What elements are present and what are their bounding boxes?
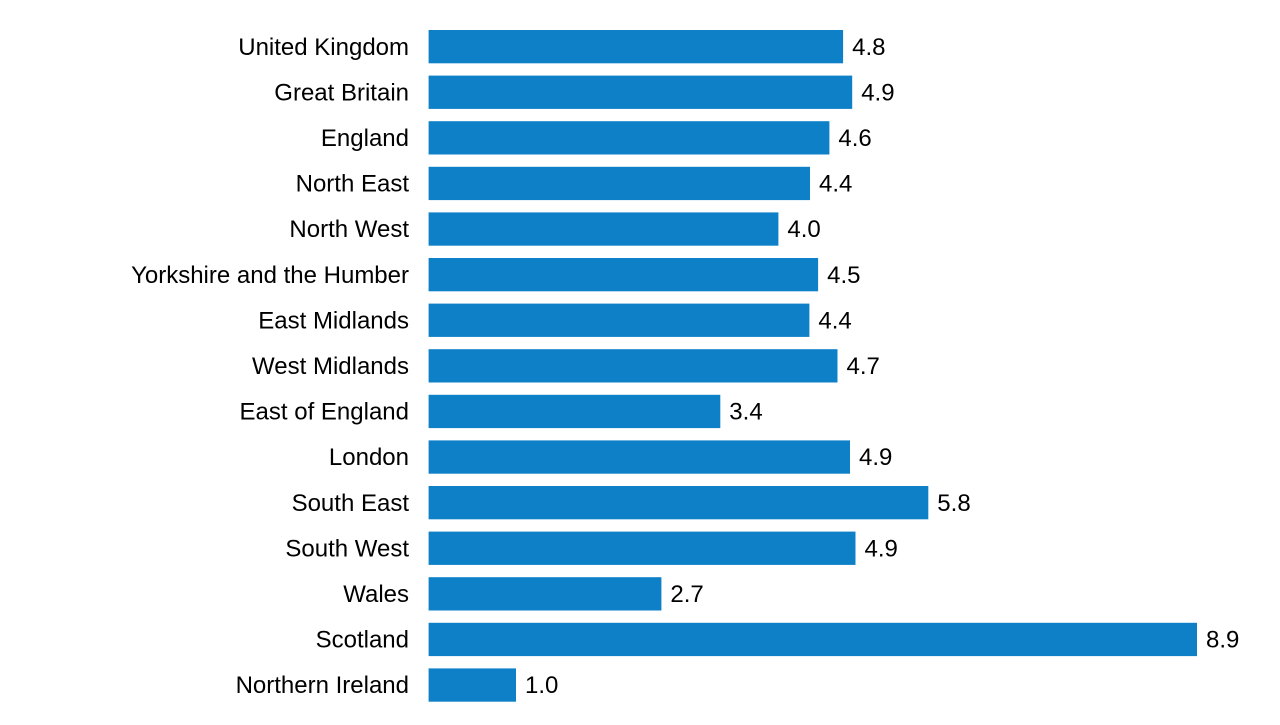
- svg-text:2.7: 2.7: [670, 581, 703, 608]
- svg-text:United Kingdom: United Kingdom: [238, 34, 409, 61]
- svg-text:4.8: 4.8: [852, 34, 885, 61]
- svg-text:4.6: 4.6: [838, 125, 871, 152]
- svg-text:East Midlands: East Midlands: [258, 307, 409, 334]
- svg-text:North East: North East: [296, 171, 410, 198]
- svg-text:4.9: 4.9: [859, 444, 892, 471]
- svg-text:North West: North West: [289, 216, 409, 243]
- svg-text:Great Britain: Great Britain: [274, 79, 409, 106]
- svg-text:8.9: 8.9: [1206, 627, 1239, 654]
- svg-text:4.9: 4.9: [865, 535, 898, 562]
- svg-text:4.0: 4.0: [787, 216, 820, 243]
- svg-text:Wales: Wales: [343, 581, 409, 608]
- svg-text:5.8: 5.8: [937, 490, 970, 517]
- svg-text:4.4: 4.4: [819, 171, 852, 198]
- svg-text:England: England: [321, 125, 409, 152]
- svg-text:West Midlands: West Midlands: [252, 353, 409, 380]
- svg-text:South East: South East: [292, 490, 410, 517]
- svg-text:4.7: 4.7: [847, 353, 880, 380]
- svg-text:3.4: 3.4: [729, 399, 762, 426]
- svg-text:London: London: [329, 444, 409, 471]
- svg-text:Yorkshire and the Humber: Yorkshire and the Humber: [131, 262, 409, 289]
- svg-text:1.0: 1.0: [525, 672, 558, 699]
- svg-text:4.9: 4.9: [861, 79, 894, 106]
- svg-text:4.5: 4.5: [827, 262, 860, 289]
- svg-text:Northern Ireland: Northern Ireland: [236, 672, 409, 699]
- svg-text:Scotland: Scotland: [316, 627, 409, 654]
- svg-text:4.4: 4.4: [818, 307, 851, 334]
- svg-text:South West: South West: [285, 535, 409, 562]
- svg-text:East of England: East of England: [240, 399, 409, 426]
